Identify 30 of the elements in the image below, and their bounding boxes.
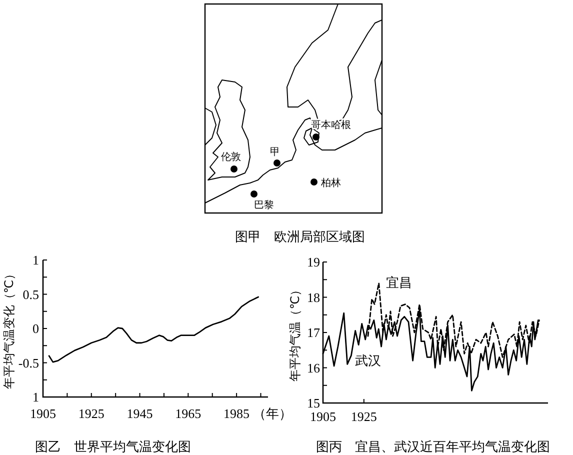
y-tick-label: 16 [307, 360, 320, 376]
y-tick-label: 0.5 [22, 286, 39, 302]
x-tick-label: 1965 [175, 406, 202, 421]
y-axis-title: 年平均气温变化（℃） [2, 268, 16, 390]
text: 甲 [270, 147, 280, 158]
y-tick-label: -0.5 [18, 355, 39, 370]
y-tick-label: 18 [307, 290, 320, 305]
x-tick-label: 1925 [78, 406, 104, 421]
text: 图乙 世界平均气温变化图 [35, 439, 191, 454]
x-tick-label: 1945 [126, 406, 153, 421]
series-label: 宜昌 [386, 275, 412, 290]
y-tick-label: 15 [307, 396, 320, 410]
line-series [48, 296, 260, 363]
y-tick-label: 17 [307, 325, 320, 340]
y-axis-title: 年平均气温（℃） [288, 284, 302, 382]
series-label: 武汉 [355, 353, 381, 368]
y-tick-label: 0 [32, 321, 39, 336]
x-tick-label: 1985 [224, 406, 250, 421]
y-tick-label: 1 [32, 390, 39, 404]
x-axis-title: （年） [253, 406, 292, 421]
text: 图丙 宜昌、武汉近百年平均气温变化图 [316, 439, 550, 454]
y-tick-label: 1 [32, 252, 39, 268]
x-tick-label: 1925 [350, 409, 377, 424]
text: 巴黎 [254, 199, 274, 211]
text: 图甲 欧洲局部区域图 [235, 229, 365, 244]
x-tick-label: 1905 [310, 409, 336, 424]
text: 伦敦 [221, 151, 241, 163]
x-tick-label: 1905 [30, 406, 56, 421]
text: 柏林 [320, 177, 341, 189]
y-tick-label: 19 [307, 254, 320, 270]
